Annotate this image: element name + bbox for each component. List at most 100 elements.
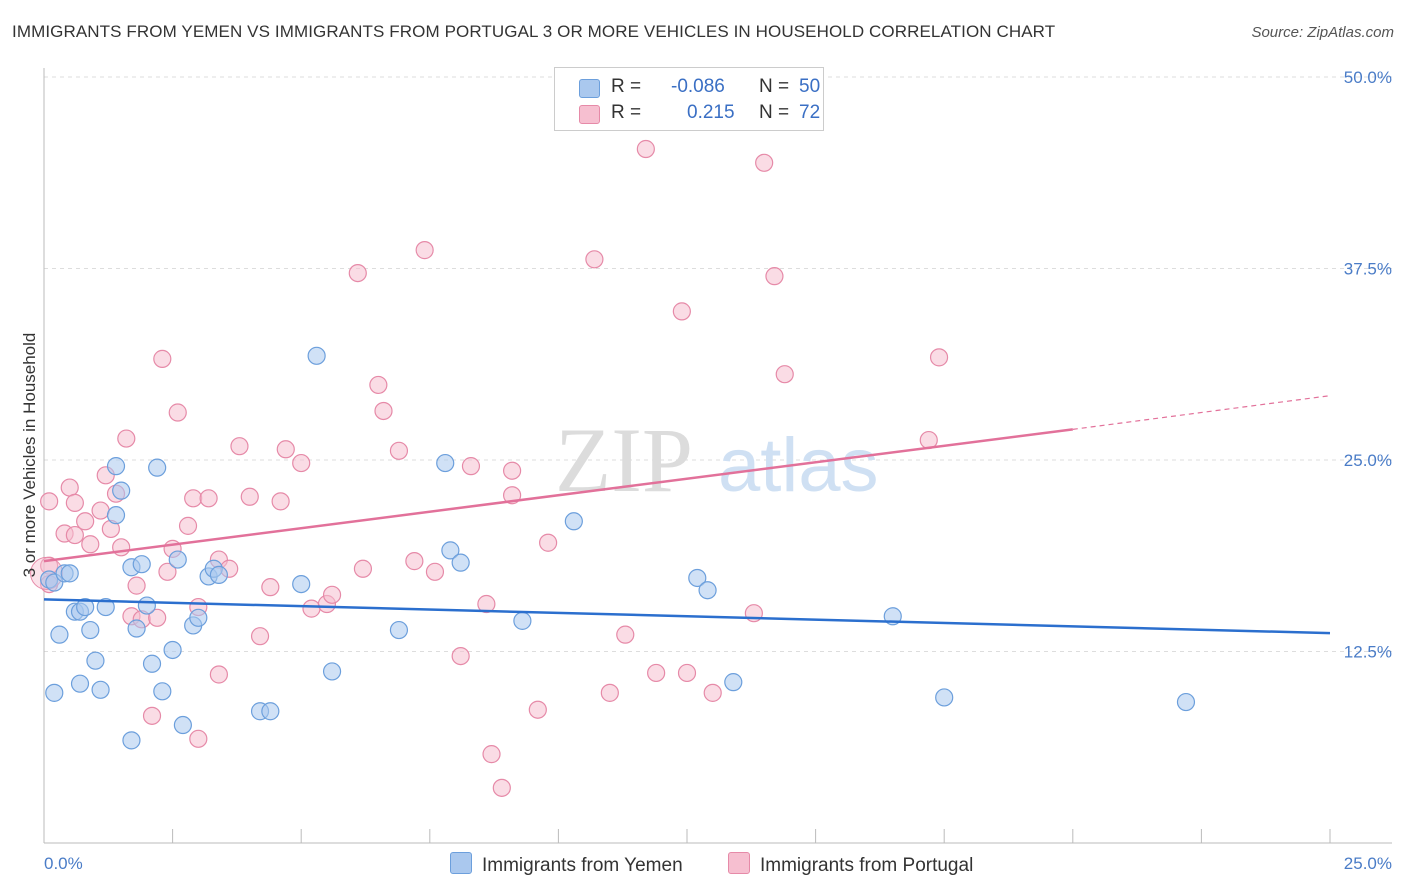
yemen-point-41 [451, 553, 470, 572]
yemen-point-46 [724, 673, 743, 692]
yemen-point-3 [60, 564, 79, 583]
yemen-point-29 [189, 608, 208, 627]
portugal-point-28 [199, 489, 218, 508]
portugal-point-33 [240, 487, 259, 506]
yemen-trend-line [43, 598, 1331, 635]
watermark-zip: ZIP [555, 409, 693, 511]
portugal-point-52 [477, 594, 496, 614]
yemen-point-42 [513, 611, 532, 630]
portugal-trend-extension [1072, 395, 1331, 430]
portugal-point-65 [677, 663, 697, 683]
portugal-point-4 [60, 478, 79, 497]
portugal-point-57 [528, 700, 547, 719]
portugal-point-7 [76, 512, 95, 531]
yemen-point-23 [148, 458, 167, 477]
portugal-point-49 [425, 562, 445, 581]
portugal-point-34 [250, 627, 270, 646]
source-label: Source: ZipAtlas.com [1251, 24, 1394, 41]
portugal-point-25 [184, 489, 203, 508]
yemen-point-16 [112, 481, 131, 500]
yemen-point-25 [163, 640, 182, 660]
yemen-point-20 [132, 555, 151, 574]
bottom-legend-yemen-swatch [450, 852, 472, 874]
portugal-point-42 [348, 263, 367, 283]
yemen-point-39 [436, 453, 455, 473]
yemen-point-38 [389, 620, 409, 640]
yemen-point-15 [106, 457, 126, 476]
portugal-point-43 [353, 559, 373, 578]
y-axis-label: 3 or more Vehicles in Household [20, 333, 39, 578]
yemen-point-14 [106, 506, 126, 525]
bottom-legend-portugal: Immigrants from Portugal [728, 852, 973, 877]
yemen-point-49 [1176, 692, 1196, 712]
y-tick-label-0: 12.5% [1344, 643, 1392, 662]
yemen-point-7 [50, 625, 69, 644]
yemen-point-34 [261, 702, 280, 721]
yemen-point-13 [96, 597, 115, 617]
portugal-point-51 [461, 457, 481, 476]
portugal-point-14 [117, 429, 136, 448]
portugal-point-5 [65, 525, 84, 545]
yemen-point-43 [564, 512, 583, 531]
yemen-point-27 [173, 715, 192, 735]
yemen-point-8 [81, 620, 100, 640]
yemen-point-45 [698, 581, 717, 600]
portugal-point-20 [153, 349, 172, 368]
portugal-point-56 [503, 461, 522, 480]
y-tick-label-2: 37.5% [1344, 260, 1392, 279]
legend-r-value-yemen: -0.086 [671, 76, 725, 97]
legend-n-label-portugal: N = [759, 102, 790, 123]
bottom-legend-yemen-label: Immigrants from Yemen [482, 855, 683, 876]
x-tick-label-min: 0.0% [44, 854, 83, 873]
yemen-point-19 [127, 619, 146, 638]
portugal-point-50 [451, 646, 470, 666]
yemen-point-32 [209, 565, 228, 585]
portugal-point-29 [209, 665, 228, 684]
bottom-legend-yemen: Immigrants from Yemen [450, 852, 683, 877]
portugal-point-24 [178, 516, 198, 535]
portugal-point-35 [261, 578, 280, 597]
yemen-point-44 [688, 568, 707, 588]
yemen-point-11 [70, 674, 90, 693]
bottom-legend-portugal-label: Immigrants from Portugal [760, 855, 974, 876]
portugal-point-48 [415, 241, 434, 260]
chart-title: IMMIGRANTS FROM YEMEN VS IMMIGRANTS FROM… [12, 22, 1056, 41]
portugal-point-19 [148, 608, 167, 627]
legend-n-value-portugal: 72 [799, 102, 821, 123]
portugal-point-44 [369, 375, 388, 395]
portugal-point-45 [374, 401, 393, 421]
portugal-point-47 [405, 552, 424, 571]
grid-lines [44, 76, 1392, 652]
yemen-point-37 [322, 662, 342, 681]
portugal-swatch [579, 105, 600, 124]
yemen-point-36 [307, 346, 326, 365]
portugal-point-39 [302, 599, 321, 618]
yemen-point-22 [142, 654, 162, 673]
portugal-point-36 [271, 492, 290, 511]
portugal-point-extra [929, 348, 949, 367]
axes [43, 68, 1392, 844]
yemen-point-6 [76, 597, 95, 617]
portugal-point-0 [40, 492, 59, 511]
portugal-point-66 [703, 683, 722, 702]
yemen-point-21 [137, 596, 156, 615]
yemen-point-17 [122, 731, 141, 750]
legend-r-label-portugal: R = [611, 102, 642, 123]
legend-r-value-portugal: 0.215 [687, 102, 735, 123]
portugal-point-64 [672, 302, 691, 321]
portugal-trend-line [43, 428, 1073, 563]
portugal-point-6 [65, 493, 84, 512]
portugal-point-38 [292, 453, 311, 473]
portugal-point-61 [616, 625, 635, 644]
x-tick-label-max: 25.0% [1344, 854, 1392, 873]
portugal-point-53 [482, 745, 501, 764]
portugal-point-62 [636, 139, 655, 159]
legend-n-label-yemen: N = [759, 76, 790, 97]
portugal-point-37 [276, 440, 295, 459]
trend-lines [43, 395, 1331, 635]
portugal-point-60 [600, 683, 619, 702]
portugal-point-9 [91, 501, 110, 520]
portugal-point-23 [168, 403, 187, 422]
portugal-point-18 [142, 706, 162, 725]
